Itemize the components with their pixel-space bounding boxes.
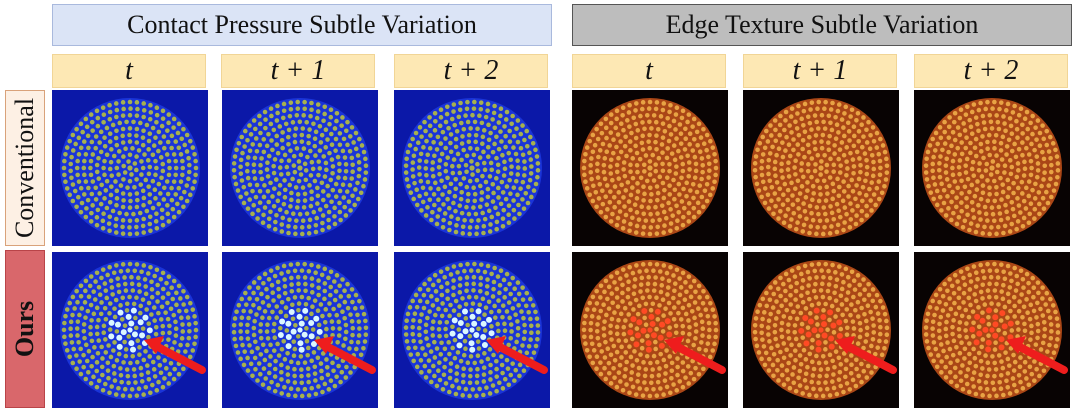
arrow-indicator xyxy=(1006,336,1068,374)
time-label-texture-t: t xyxy=(572,54,726,88)
tile-texture-conventional-t1 xyxy=(743,90,899,246)
time-label-pressure-t: t xyxy=(52,54,206,88)
marker-dots xyxy=(231,99,369,237)
arrow-indicator xyxy=(664,336,726,374)
marker-image xyxy=(743,90,899,246)
header-edge-texture-text: Edge Texture Subtle Variation xyxy=(665,10,979,39)
arrow-indicator xyxy=(835,336,897,374)
marker-dots xyxy=(403,99,541,237)
row-label-conventional: Conventional xyxy=(5,90,45,246)
time-label-texture-t1: t + 1 xyxy=(743,54,897,88)
marker-image xyxy=(222,252,378,408)
marker-dots xyxy=(752,261,890,399)
marker-dots xyxy=(231,261,369,399)
tile-pressure-conventional-t xyxy=(52,90,208,246)
tile-texture-ours-t1 xyxy=(743,252,899,408)
header-contact-pressure-text: Contact Pressure Subtle Variation xyxy=(127,10,477,39)
arrow-indicator xyxy=(144,336,206,374)
header-edge-texture: Edge Texture Subtle Variation xyxy=(572,4,1072,46)
time-label-texture-t2: t + 2 xyxy=(914,54,1068,88)
tile-pressure-ours-t1 xyxy=(222,252,378,408)
arrow-indicator xyxy=(486,336,548,374)
marker-image xyxy=(52,252,208,408)
marker-dots xyxy=(923,261,1061,399)
tile-pressure-conventional-t1 xyxy=(222,90,378,246)
marker-dots xyxy=(752,99,890,237)
marker-image xyxy=(743,252,899,408)
time-label-pressure-t2: t + 2 xyxy=(394,54,548,88)
marker-dots xyxy=(581,99,719,237)
tile-texture-ours-t xyxy=(572,252,728,408)
header-contact-pressure: Contact Pressure Subtle Variation xyxy=(52,4,552,46)
row-label-conventional-text: Conventional xyxy=(10,97,39,239)
marker-image xyxy=(394,90,550,246)
marker-image xyxy=(914,90,1070,246)
tile-texture-conventional-t xyxy=(572,90,728,246)
marker-image xyxy=(222,90,378,246)
marker-dots xyxy=(923,99,1061,237)
tile-texture-ours-t2 xyxy=(914,252,1070,408)
marker-dots xyxy=(61,261,199,399)
marker-dots xyxy=(61,99,199,237)
tile-texture-conventional-t2 xyxy=(914,90,1070,246)
time-label-pressure-t1: t + 1 xyxy=(221,54,375,88)
tile-pressure-ours-t xyxy=(52,252,208,408)
marker-image xyxy=(394,252,550,408)
marker-image xyxy=(914,252,1070,408)
row-label-ours-text: Ours xyxy=(10,300,39,358)
row-label-ours: Ours xyxy=(5,250,45,408)
marker-image xyxy=(572,252,728,408)
arrow-indicator xyxy=(314,336,376,374)
tile-pressure-conventional-t2 xyxy=(394,90,550,246)
marker-image xyxy=(52,90,208,246)
tile-pressure-ours-t2 xyxy=(394,252,550,408)
marker-image xyxy=(572,90,728,246)
